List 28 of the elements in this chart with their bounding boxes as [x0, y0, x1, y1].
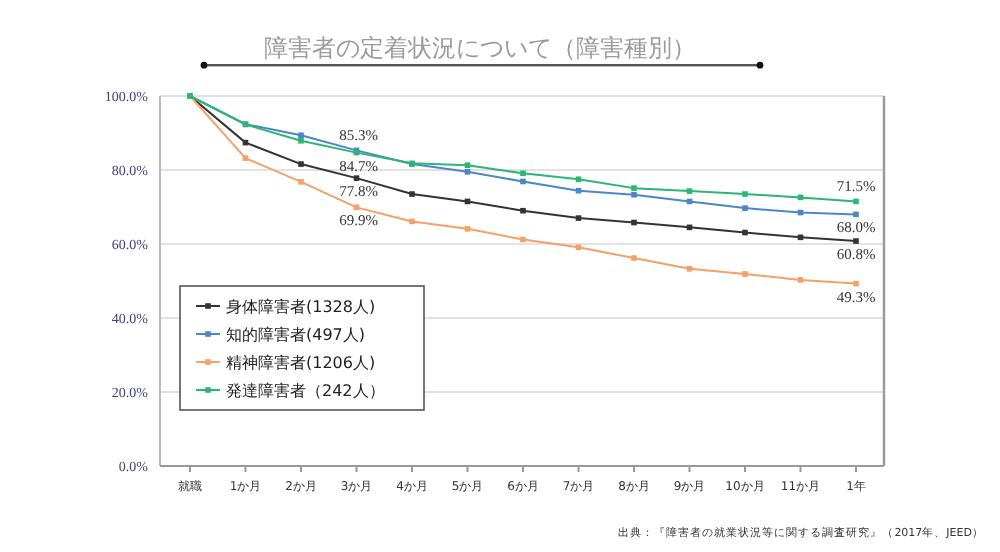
point: [520, 207, 526, 214]
point: [409, 218, 415, 225]
point: [853, 280, 859, 287]
point: [464, 169, 471, 175]
point: [464, 226, 471, 232]
point: [575, 215, 582, 221]
point: [242, 155, 249, 161]
point: [631, 219, 637, 226]
point: [853, 211, 859, 218]
point: [797, 277, 804, 283]
point: [575, 176, 582, 183]
point: [686, 265, 693, 272]
legend-label: 発達障害者（242人）: [226, 382, 385, 400]
point: [742, 229, 748, 236]
point: [631, 185, 637, 191]
point: [520, 178, 526, 185]
point: [464, 162, 471, 168]
point: [520, 170, 526, 177]
legend-label: 知的障害者(497人): [226, 326, 366, 344]
legend-label: 身体障害者(1328人): [226, 298, 376, 316]
point: [520, 236, 526, 243]
legend-label: 精神障害者(1206人): [226, 354, 376, 372]
chart-title: 障害者の定着状況について（障害種別）: [264, 34, 696, 62]
point: [853, 198, 859, 205]
point: [353, 175, 360, 181]
point: [575, 187, 582, 194]
point: [853, 238, 859, 244]
point: [686, 188, 693, 194]
